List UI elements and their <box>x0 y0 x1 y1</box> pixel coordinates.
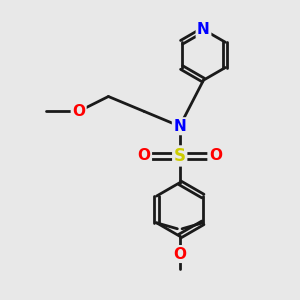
Text: O: O <box>209 148 222 164</box>
Text: O: O <box>72 104 85 119</box>
Text: O: O <box>138 148 151 164</box>
Text: O: O <box>173 247 186 262</box>
Text: N: N <box>197 22 210 37</box>
Text: N: N <box>173 119 186 134</box>
Text: S: S <box>174 147 186 165</box>
